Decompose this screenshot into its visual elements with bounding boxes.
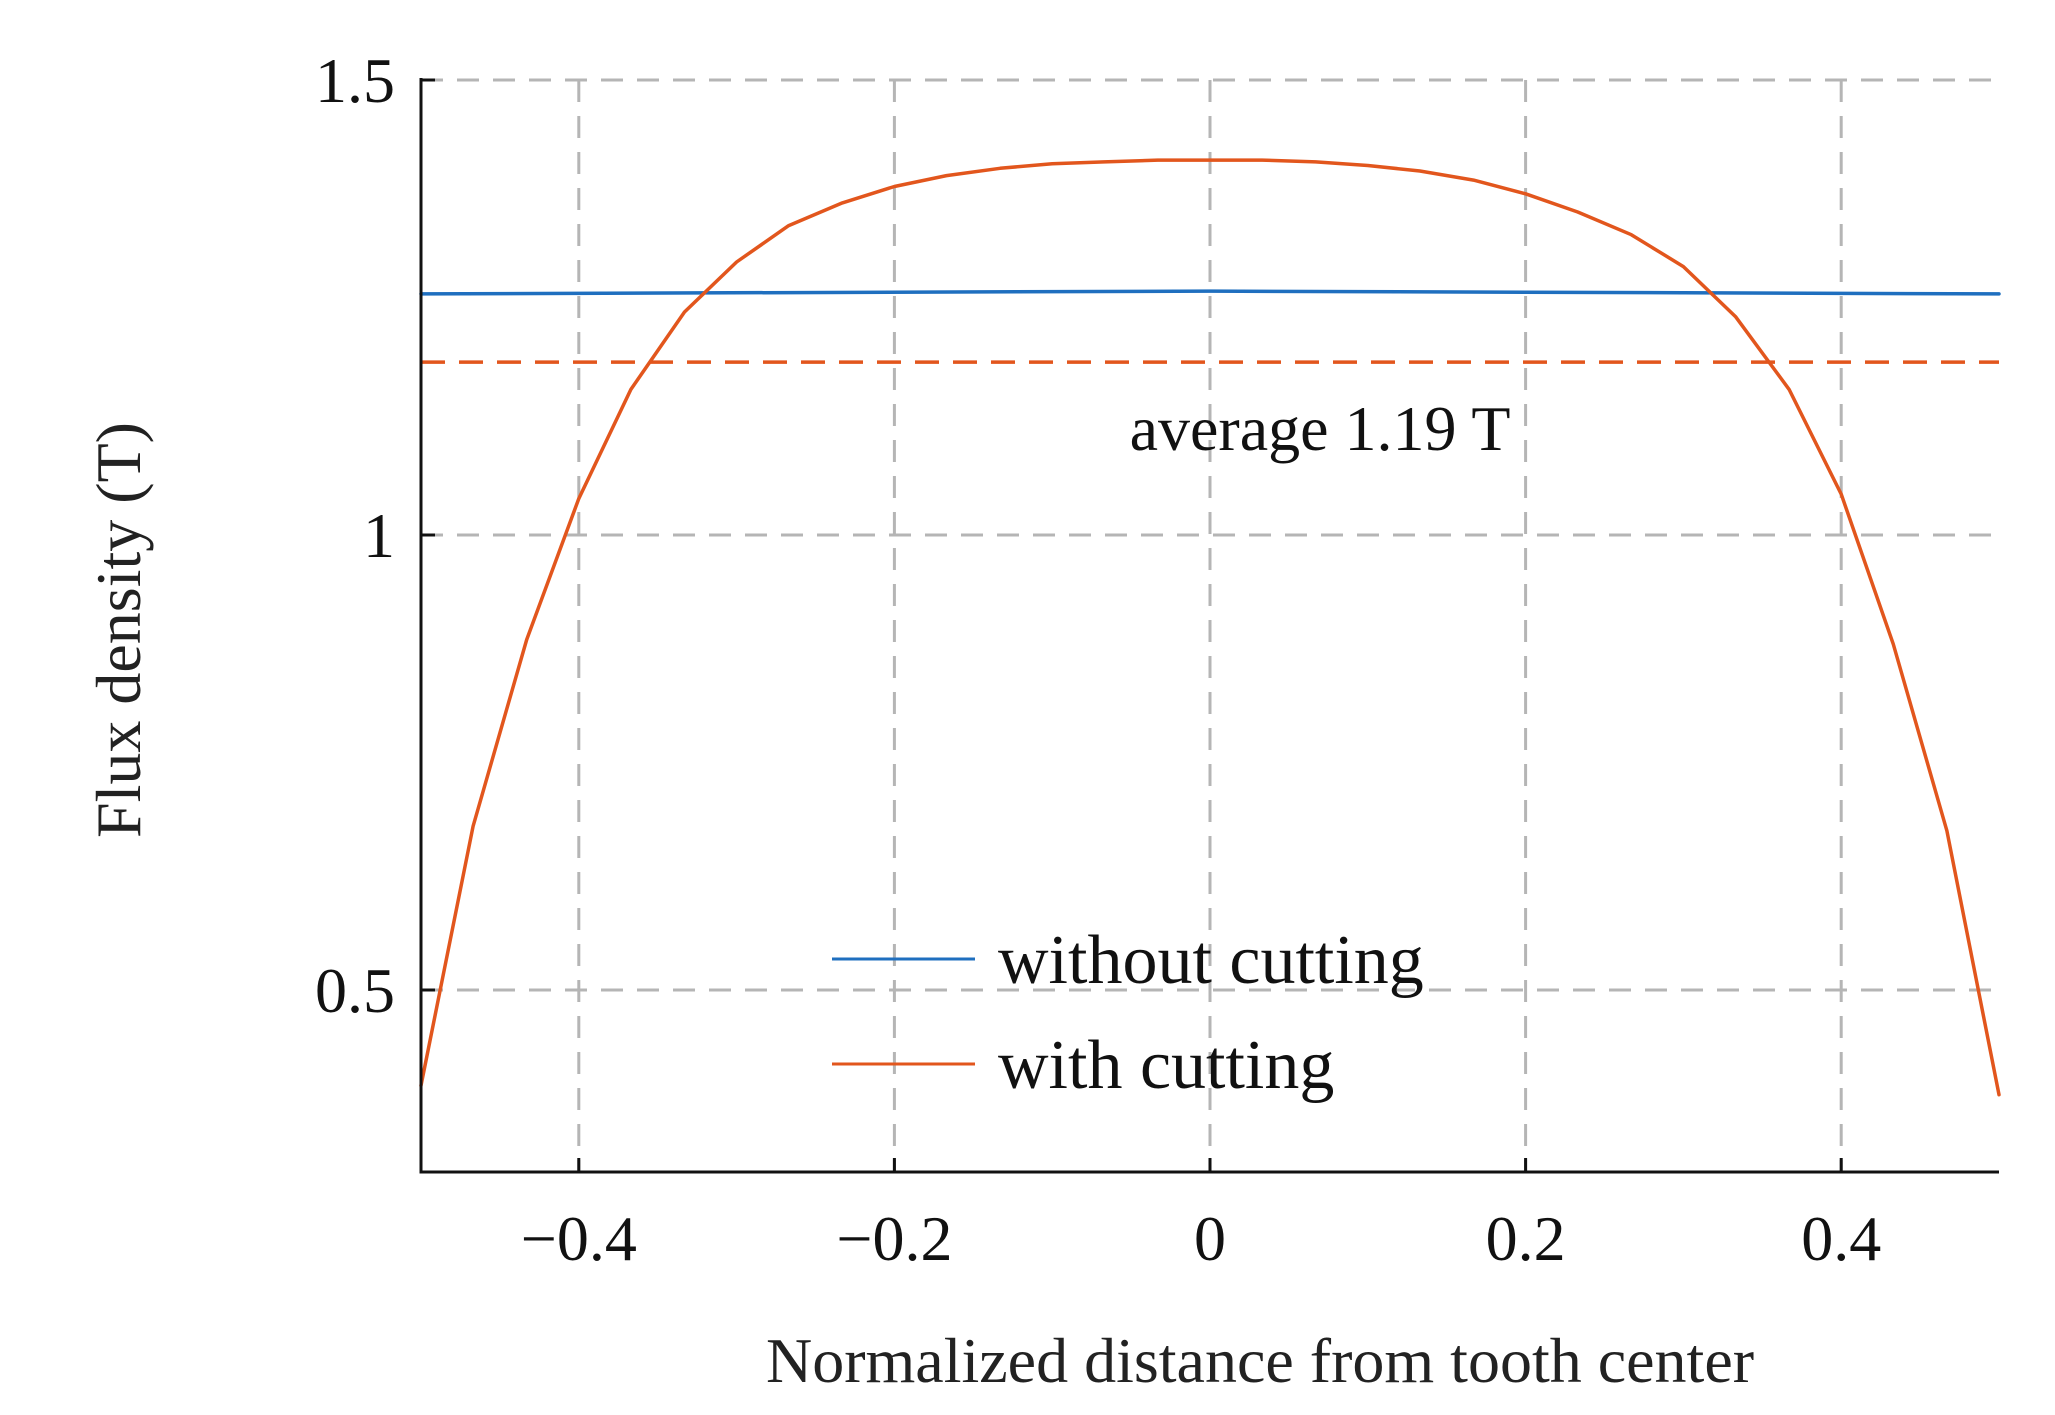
x-tick-label-1: −0.2 (836, 1203, 952, 1274)
series-line-with-cutting (419, 158, 2001, 1097)
x-tick-label-3: 0.2 (1486, 1203, 1566, 1274)
legend: without cutting with cutting (832, 922, 1424, 1104)
x-tick-label-0: −0.4 (521, 1203, 637, 1274)
y-tick-label-1: 1 (363, 500, 395, 571)
y-tick-label-2: 1.5 (315, 45, 395, 116)
series-line-without-cutting (419, 289, 2001, 296)
grid (421, 78, 1999, 1172)
x-axis-title: Normalized distance from tooth center (766, 1325, 1754, 1396)
x-tick-label-4: 0.4 (1801, 1203, 1881, 1274)
legend-label-without-cutting: without cutting (998, 922, 1424, 999)
y-tick-label-0: 0.5 (315, 955, 395, 1026)
ticks: −0.4 −0.2 0 0.2 0.4 0.5 1 1.5 (315, 45, 1881, 1274)
average-annotation: average 1.19 T (1130, 393, 1511, 464)
x-tick-label-2: 0 (1194, 1203, 1226, 1274)
y-axis-title: Flux density (T) (83, 422, 154, 838)
series-layer (419, 158, 2001, 1097)
legend-label-with-cutting: with cutting (998, 1027, 1334, 1104)
